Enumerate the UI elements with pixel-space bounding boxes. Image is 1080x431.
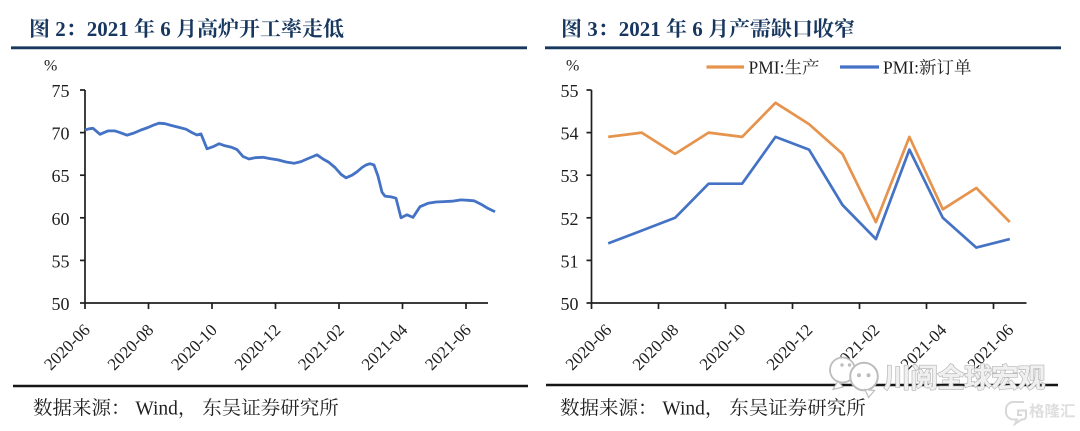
svg-text:图 2：2021 年 6 月高炉开工率走低: 图 2：2021 年 6 月高炉开工率走低: [29, 13, 344, 43]
svg-text:55: 55: [52, 251, 70, 271]
svg-text:65: 65: [52, 166, 70, 186]
svg-text:70: 70: [52, 124, 70, 144]
svg-text:52: 52: [561, 209, 579, 229]
svg-text:PMI:新订单: PMI:新订单: [883, 55, 971, 80]
svg-text:60: 60: [52, 209, 70, 229]
svg-text:54: 54: [561, 124, 579, 144]
svg-text:55: 55: [561, 81, 579, 101]
svg-text:50: 50: [52, 294, 70, 314]
svg-text:格隆汇: 格隆汇: [1029, 400, 1076, 422]
svg-text:51: 51: [561, 251, 579, 271]
svg-text:%: %: [44, 57, 57, 74]
svg-text:图 3：2021 年 6 月产需缺口收窄: 图 3：2021 年 6 月产需缺口收窄: [561, 13, 855, 43]
svg-text:PMI:生产: PMI:生产: [749, 55, 820, 80]
svg-text:53: 53: [561, 166, 579, 186]
svg-text:75: 75: [52, 81, 70, 101]
svg-text:50: 50: [561, 294, 579, 314]
svg-text:数据来源： Wind， 东吴证券研究所: 数据来源： Wind， 东吴证券研究所: [560, 393, 866, 421]
svg-text:数据来源： Wind， 东吴证券研究所: 数据来源： Wind， 东吴证券研究所: [33, 393, 339, 421]
svg-text:川阅全球宏观: 川阅全球宏观: [884, 356, 1045, 396]
svg-text:%: %: [566, 58, 579, 75]
